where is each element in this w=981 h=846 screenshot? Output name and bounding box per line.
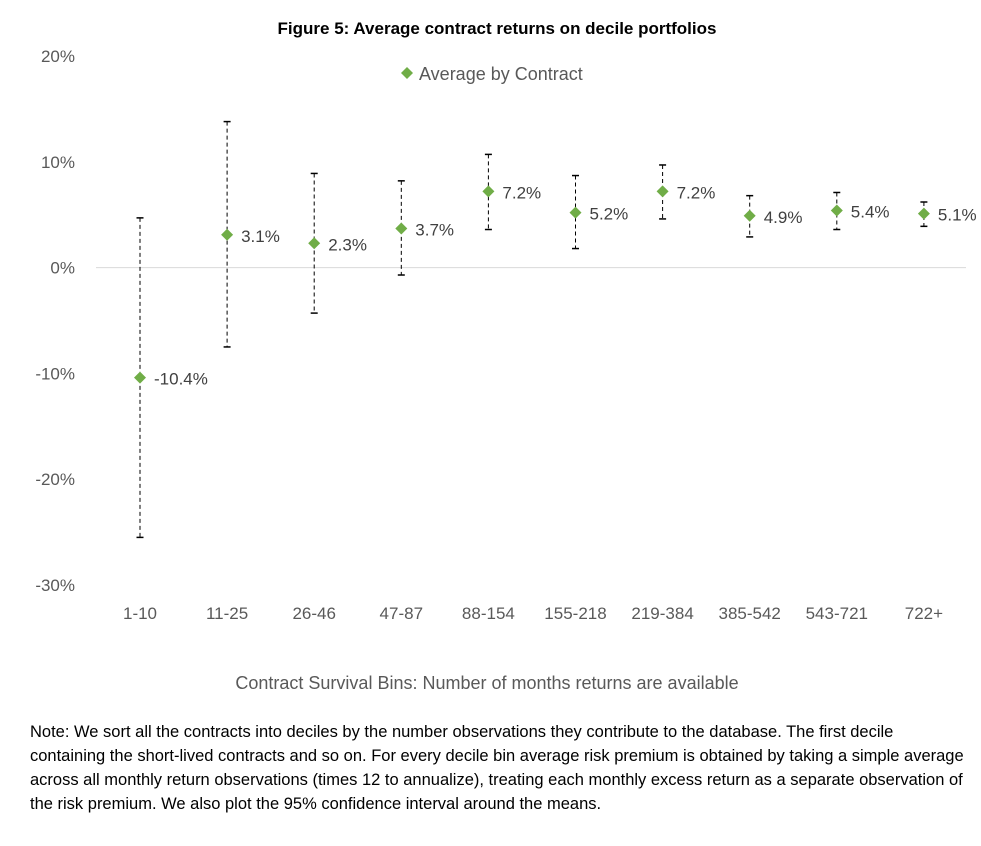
data-point: [656, 185, 669, 198]
legend-marker: [401, 67, 413, 79]
x-tick-label: 155-218: [544, 604, 606, 623]
error-bar: [833, 191, 841, 231]
data-label: 2.3%: [328, 235, 367, 254]
data-point: [569, 206, 582, 219]
data-point: [308, 237, 321, 250]
legend-label: Average by Contract: [419, 64, 583, 84]
y-tick-label: -10%: [35, 364, 75, 383]
data-point: [743, 209, 756, 222]
x-tick-label: 47-87: [380, 604, 423, 623]
data-point: [830, 204, 843, 217]
error-bar: [659, 164, 667, 220]
y-axis: 20% 10% 0% -10% -20% -30%: [35, 47, 75, 595]
data-label: 3.1%: [241, 227, 280, 246]
data-point: [221, 228, 234, 241]
y-tick-label: 10%: [41, 153, 75, 172]
error-bar: [920, 201, 928, 228]
y-tick-label: -30%: [35, 576, 75, 595]
y-tick-label: 20%: [41, 47, 75, 66]
x-tick-label: 722+: [905, 604, 943, 623]
data-label: 7.2%: [502, 183, 541, 202]
data-label: 4.9%: [764, 208, 803, 227]
x-tick-label: 219-384: [631, 604, 693, 623]
x-tick-label: 88-154: [462, 604, 515, 623]
x-tick-label: 543-721: [806, 604, 868, 623]
x-axis-title: Contract Survival Bins: Number of months…: [235, 673, 738, 693]
chart-title: Figure 5: Average contract returns on de…: [278, 19, 717, 38]
data-label: 3.7%: [415, 220, 454, 239]
data-label: -10.4%: [154, 370, 208, 389]
data-label: 5.4%: [851, 202, 890, 221]
y-tick-label: 0%: [50, 259, 75, 278]
data-label: 5.2%: [590, 205, 629, 224]
error-bar: [746, 194, 754, 238]
x-tick-label: 1-10: [123, 604, 157, 623]
data-point: [482, 185, 495, 198]
data-markers: [134, 185, 930, 384]
x-axis: 1-10 11-25 26-46 47-87 88-154 155-218 219-384 3…: [123, 604, 943, 623]
data-label: 5.1%: [938, 206, 977, 225]
data-point: [134, 371, 146, 384]
y-tick-label: -20%: [35, 470, 75, 489]
x-tick-label: 385-542: [719, 604, 781, 623]
data-labels: -10.4% 3.1% 2.3% 3.7% 7.2% 5.2% 7.2% 4.9% 5.4% 5.…: [154, 183, 977, 388]
figure-note: Note: We sort all the contracts into dec…: [30, 723, 964, 813]
error-bar: [136, 217, 144, 539]
data-point: [395, 222, 408, 235]
data-point: [917, 207, 930, 220]
data-label: 7.2%: [677, 183, 716, 202]
error-bar: [397, 180, 405, 276]
x-tick-label: 26-46: [292, 604, 335, 623]
error-bar: [310, 172, 318, 314]
x-tick-label: 11-25: [206, 604, 248, 623]
legend: Average by Contract: [401, 64, 583, 84]
